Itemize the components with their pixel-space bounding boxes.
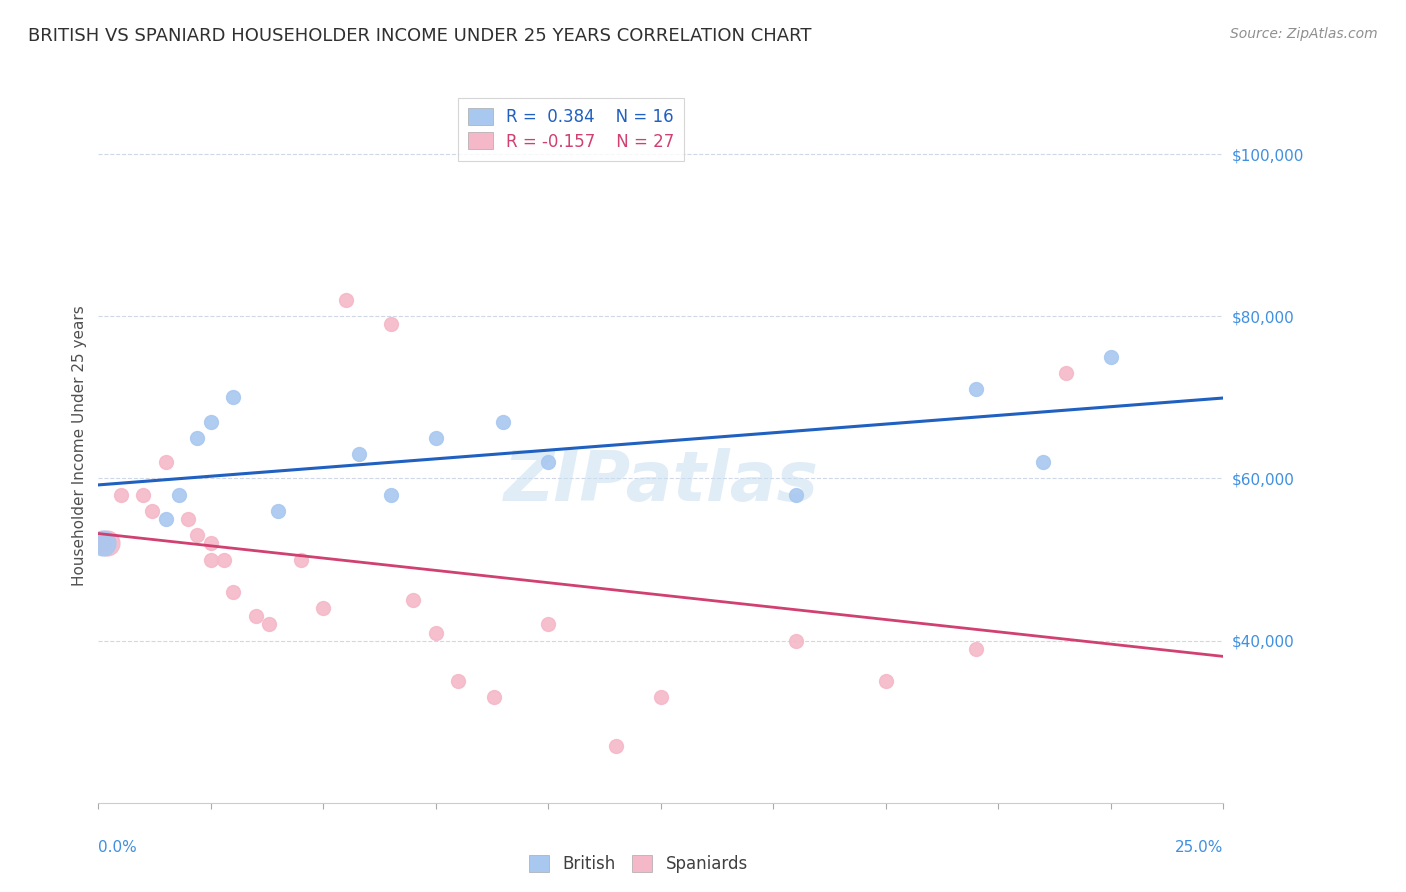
Point — [349, 447, 371, 461]
Text: 0.0%: 0.0% — [98, 840, 138, 855]
Point — [785, 633, 807, 648]
Point — [200, 415, 222, 429]
Point — [1054, 366, 1077, 380]
Point — [200, 552, 222, 566]
Point — [186, 431, 208, 445]
Point — [1032, 455, 1054, 469]
Y-axis label: Householder Income Under 25 years: Householder Income Under 25 years — [72, 306, 87, 586]
Text: Source: ZipAtlas.com: Source: ZipAtlas.com — [1230, 27, 1378, 41]
Point — [110, 488, 132, 502]
Point — [965, 641, 987, 656]
Text: 25.0%: 25.0% — [1175, 840, 1223, 855]
Point — [155, 455, 177, 469]
Point — [245, 609, 267, 624]
Point — [177, 512, 200, 526]
Point — [785, 488, 807, 502]
Point — [402, 593, 425, 607]
Point — [312, 601, 335, 615]
Point — [650, 690, 672, 705]
Point — [267, 504, 290, 518]
Point — [335, 293, 357, 307]
Point — [875, 674, 897, 689]
Point — [222, 390, 245, 404]
Point — [91, 536, 114, 550]
Point — [141, 504, 163, 518]
Point — [155, 512, 177, 526]
Point — [484, 690, 506, 705]
Point — [259, 617, 281, 632]
Legend: British, Spaniards: British, Spaniards — [522, 848, 755, 880]
Point — [605, 739, 627, 753]
Point — [186, 528, 208, 542]
Point — [425, 431, 447, 445]
Point — [132, 488, 155, 502]
Point — [169, 488, 191, 502]
Point — [537, 455, 560, 469]
Point — [537, 617, 560, 632]
Point — [380, 318, 402, 332]
Point — [290, 552, 312, 566]
Point — [447, 674, 470, 689]
Point — [200, 536, 222, 550]
Point — [1099, 350, 1122, 364]
Point — [96, 536, 118, 550]
Text: ZIPatlas: ZIPatlas — [503, 448, 818, 516]
Point — [214, 552, 236, 566]
Point — [492, 415, 515, 429]
Point — [965, 382, 987, 396]
Text: BRITISH VS SPANIARD HOUSEHOLDER INCOME UNDER 25 YEARS CORRELATION CHART: BRITISH VS SPANIARD HOUSEHOLDER INCOME U… — [28, 27, 811, 45]
Point — [91, 536, 114, 550]
Point — [380, 488, 402, 502]
Point — [425, 625, 447, 640]
Point — [222, 585, 245, 599]
